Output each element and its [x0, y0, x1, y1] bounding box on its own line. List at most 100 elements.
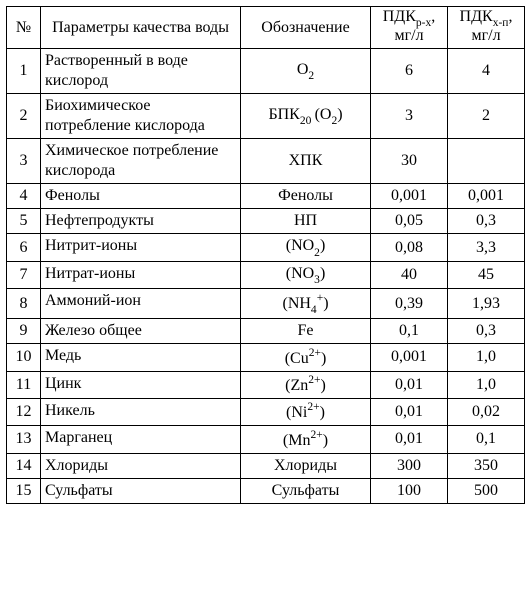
- row-designation: O2: [241, 49, 371, 94]
- row-num: 3: [7, 139, 41, 184]
- row-param: Железо общее: [41, 319, 241, 344]
- row-pdk-rx: 0,05: [371, 209, 448, 234]
- row-designation: Сульфаты: [241, 478, 371, 503]
- row-param: Медь: [41, 344, 241, 371]
- table-row: 6Нитрит-ионы(NO2)0,083,3: [7, 234, 525, 262]
- row-pdk-rx: 0,01: [371, 371, 448, 398]
- row-pdk-xp: 500: [448, 478, 525, 503]
- row-num: 1: [7, 49, 41, 94]
- row-num: 5: [7, 209, 41, 234]
- row-designation: (Mn2+): [241, 426, 371, 453]
- row-param: Хлориды: [41, 453, 241, 478]
- row-pdk-xp: 1,93: [448, 289, 525, 319]
- col-header-v1-sub: р-х: [416, 17, 431, 29]
- row-num: 7: [7, 261, 41, 289]
- table-row: 2Биохимическое потребление кислородаБПК2…: [7, 94, 525, 139]
- row-num: 9: [7, 319, 41, 344]
- row-param: Сульфаты: [41, 478, 241, 503]
- row-pdk-rx: 0,01: [371, 426, 448, 453]
- col-header-v1-bot: мг/л: [383, 28, 436, 45]
- table-row: 11Цинк(Zn2+)0,011,0: [7, 371, 525, 398]
- col-header-v2: ПДКх-п, мг/л: [448, 7, 525, 49]
- row-pdk-xp: 45: [448, 261, 525, 289]
- row-param: Нитрат-ионы: [41, 261, 241, 289]
- row-num: 13: [7, 426, 41, 453]
- row-pdk-xp: 4: [448, 49, 525, 94]
- row-pdk-rx: 0,39: [371, 289, 448, 319]
- row-param: Нефтепродукты: [41, 209, 241, 234]
- row-pdk-xp: 0,02: [448, 398, 525, 425]
- row-param: Никель: [41, 398, 241, 425]
- col-header-num: №: [7, 7, 41, 49]
- row-pdk-rx: 3: [371, 94, 448, 139]
- row-pdk-rx: 0,001: [371, 184, 448, 209]
- table-row: 15СульфатыСульфаты100500: [7, 478, 525, 503]
- col-header-v2-top: ПДК: [460, 8, 493, 25]
- row-designation: Хлориды: [241, 453, 371, 478]
- row-pdk-xp: 1,0: [448, 371, 525, 398]
- table-row: 1Растворенный в воде кислородO264: [7, 49, 525, 94]
- table-row: 8Аммоний-ион(NH4+)0,391,93: [7, 289, 525, 319]
- row-designation: Фенолы: [241, 184, 371, 209]
- row-pdk-xp: 350: [448, 453, 525, 478]
- row-designation: (NH4+): [241, 289, 371, 319]
- row-num: 12: [7, 398, 41, 425]
- row-pdk-xp: 0,001: [448, 184, 525, 209]
- row-pdk-rx: 300: [371, 453, 448, 478]
- table-row: 13Марганец(Mn2+)0,010,1: [7, 426, 525, 453]
- row-pdk-xp: 3,3: [448, 234, 525, 262]
- row-pdk-xp: 0,3: [448, 319, 525, 344]
- row-designation: (NO3): [241, 261, 371, 289]
- row-designation: НП: [241, 209, 371, 234]
- col-header-v1-top: ПДК: [383, 8, 416, 25]
- row-pdk-xp: 0,3: [448, 209, 525, 234]
- row-pdk-rx: 0,1: [371, 319, 448, 344]
- row-num: 15: [7, 478, 41, 503]
- row-pdk-rx: 0,001: [371, 344, 448, 371]
- row-param: Растворенный в воде кислород: [41, 49, 241, 94]
- table-row: 5НефтепродуктыНП0,050,3: [7, 209, 525, 234]
- table-row: 4ФенолыФенолы0,0010,001: [7, 184, 525, 209]
- col-header-v2-sub: х-п: [493, 17, 509, 29]
- row-num: 6: [7, 234, 41, 262]
- row-param: Нитрит-ионы: [41, 234, 241, 262]
- table-header-row: № Параметры качества воды Обозначение ПД…: [7, 7, 525, 49]
- row-pdk-xp: 2: [448, 94, 525, 139]
- row-pdk-xp: [448, 139, 525, 184]
- row-designation: ХПК: [241, 139, 371, 184]
- row-designation: (NO2): [241, 234, 371, 262]
- col-header-param: Параметры качества воды: [41, 7, 241, 49]
- col-header-v2-bot: мг/л: [460, 28, 513, 45]
- table-row: 10Медь(Cu2+)0,0011,0: [7, 344, 525, 371]
- row-pdk-xp: 1,0: [448, 344, 525, 371]
- row-pdk-rx: 30: [371, 139, 448, 184]
- row-param: Цинк: [41, 371, 241, 398]
- table-row: 12Никель(Ni2+)0,010,02: [7, 398, 525, 425]
- row-pdk-rx: 40: [371, 261, 448, 289]
- col-header-v1: ПДКр-х, мг/л: [371, 7, 448, 49]
- col-header-des: Обозначение: [241, 7, 371, 49]
- row-num: 11: [7, 371, 41, 398]
- row-num: 14: [7, 453, 41, 478]
- table-row: 3Химическое потребление кислородаХПК30: [7, 139, 525, 184]
- row-pdk-rx: 100: [371, 478, 448, 503]
- row-designation: Fe: [241, 319, 371, 344]
- row-param: Аммоний-ион: [41, 289, 241, 319]
- table-row: 14ХлоридыХлориды300350: [7, 453, 525, 478]
- row-num: 8: [7, 289, 41, 319]
- water-quality-table: № Параметры качества воды Обозначение ПД…: [6, 6, 525, 504]
- row-pdk-rx: 0,08: [371, 234, 448, 262]
- row-designation: (Zn2+): [241, 371, 371, 398]
- row-designation: (Cu2+): [241, 344, 371, 371]
- row-pdk-rx: 6: [371, 49, 448, 94]
- row-designation: (Ni2+): [241, 398, 371, 425]
- row-param: Химическое потребление кислорода: [41, 139, 241, 184]
- row-param: Марганец: [41, 426, 241, 453]
- row-param: Биохимическое потребление кислорода: [41, 94, 241, 139]
- row-num: 2: [7, 94, 41, 139]
- table-row: 7Нитрат-ионы(NO3)4045: [7, 261, 525, 289]
- row-num: 10: [7, 344, 41, 371]
- row-param: Фенолы: [41, 184, 241, 209]
- row-num: 4: [7, 184, 41, 209]
- table-row: 9Железо общееFe0,10,3: [7, 319, 525, 344]
